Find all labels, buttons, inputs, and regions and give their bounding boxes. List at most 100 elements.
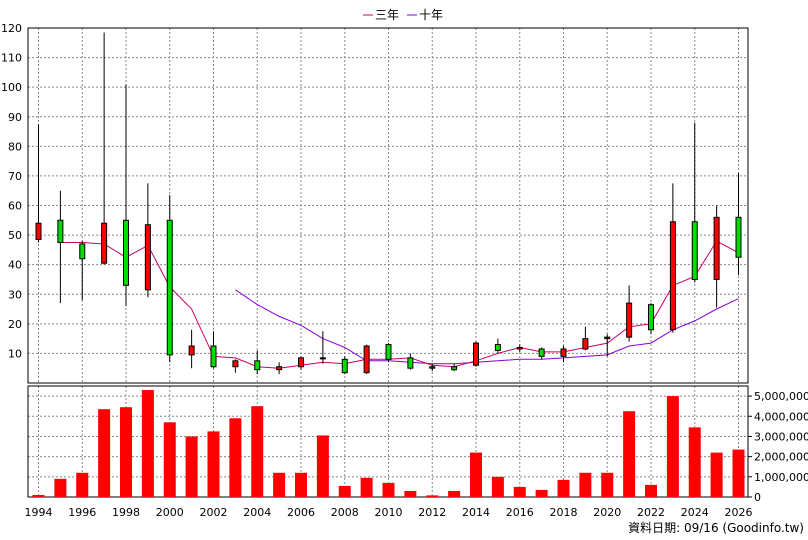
x-axis: 1994 1996 1998 2000 2002 2004 2006 2008 2010 2012… (25, 506, 753, 519)
x-tick-label: 2020 (593, 506, 621, 519)
three-year-ma-line (60, 240, 739, 369)
volume-bar (185, 436, 198, 497)
volume-bar (251, 406, 264, 497)
x-tick-label: 2016 (506, 506, 534, 519)
volume-bar (710, 452, 723, 497)
price-tick-label: 10 (8, 347, 22, 360)
x-tick-label: 2012 (418, 506, 446, 519)
price-frame (27, 27, 749, 384)
x-tick-label: 2022 (637, 506, 665, 519)
candle-body (341, 358, 348, 374)
candle-body (232, 360, 239, 368)
candle-body (210, 345, 217, 368)
source-note: 資料日期: 09/16 (Goodinfo.tw) (628, 521, 804, 535)
volume-bar (54, 478, 67, 497)
volume-tick-label: 4,000,000 (754, 410, 808, 423)
volume-bar (513, 486, 526, 497)
candle-body (538, 348, 545, 357)
candle-body (604, 336, 611, 340)
price-tick-label: 60 (8, 200, 22, 213)
volume-bar (601, 472, 614, 497)
legend-label-three-year: 三年 (375, 8, 399, 22)
volume-bar (535, 489, 548, 497)
x-tick-label: 2014 (462, 506, 490, 519)
volume-bar (98, 409, 111, 497)
volume-tick-label: 3,000,000 (754, 430, 808, 443)
volume-bar (623, 411, 636, 497)
volume-tick-label: 1,000,000 (754, 471, 808, 484)
candle-body (560, 348, 567, 357)
candle-body (79, 243, 86, 260)
volume-bar (163, 422, 176, 497)
candle-body (429, 366, 436, 369)
volume-bar (732, 449, 745, 497)
x-tick-label: 1996 (68, 506, 96, 519)
x-tick-label: 2010 (375, 506, 403, 519)
price-tick-label: 20 (8, 318, 22, 331)
price-panel: 10 20 30 40 50 60 70 80 90 100 110 120 (1, 22, 749, 384)
price-tick-label: 30 (8, 288, 22, 301)
candle-body (57, 219, 64, 243)
candle-body (669, 221, 676, 331)
volume-tick-label: 5,000,000 (754, 390, 808, 403)
candle-body (648, 304, 654, 331)
candle-body (144, 224, 151, 291)
candle-body (451, 366, 458, 371)
candle-body (516, 347, 523, 350)
volume-bar (141, 390, 154, 497)
volume-bar (229, 418, 242, 497)
volume-bar (338, 485, 351, 497)
candle-body (473, 342, 479, 366)
volume-bar (426, 495, 439, 497)
volume-bar (666, 396, 679, 497)
x-tick-label: 2004 (243, 506, 271, 519)
x-tick-label: 2018 (550, 506, 578, 519)
volume-bar (448, 490, 461, 497)
legend: 三年 十年 (363, 8, 443, 22)
price-tick-label: 80 (8, 140, 22, 153)
candle-body (494, 344, 501, 351)
candle-body (276, 366, 283, 371)
price-tick-label: 100 (1, 81, 22, 94)
volume-bar (404, 490, 417, 497)
price-tick-label: 120 (1, 22, 22, 35)
volume-bar (382, 482, 395, 497)
x-tick-label: 2024 (681, 506, 709, 519)
candle-body (385, 344, 392, 360)
x-tick-label: 2000 (156, 506, 184, 519)
candle-body (254, 360, 261, 371)
volume-tick-label: 0 (754, 491, 761, 504)
volume-bar (470, 452, 482, 497)
volume-bar (273, 472, 286, 497)
x-tick-label: 1994 (25, 506, 53, 519)
candle-body (123, 219, 129, 286)
candle-body (166, 219, 173, 356)
volume-bar (688, 427, 701, 497)
volume-bar (295, 472, 307, 497)
volume-bar (579, 472, 592, 497)
candle-body (298, 357, 304, 368)
candle-body (188, 345, 195, 356)
volume-bar (360, 477, 373, 497)
candle-body (713, 216, 720, 280)
volume-bar (32, 494, 45, 497)
volume-bar (316, 435, 329, 497)
price-tick-label: 70 (8, 170, 22, 183)
volume-bar (491, 476, 504, 497)
candle-body (691, 221, 698, 280)
volume-tick-label: 2,000,000 (754, 451, 808, 464)
legend-label-ten-year: 十年 (419, 8, 443, 22)
volume-bar (207, 431, 220, 497)
volume-bar (557, 479, 570, 497)
x-tick-label: 2006 (287, 506, 315, 519)
volume-bar (645, 484, 657, 497)
price-tick-label: 110 (1, 52, 22, 65)
price-tick-label: 40 (8, 259, 22, 272)
candle-body (35, 222, 42, 241)
volume-panel: 0 1,000,000 2,000,000 3,000,000 4,000,000 5,0… (27, 385, 808, 504)
candle-body (735, 216, 742, 258)
candle-body (582, 338, 589, 350)
ten-year-ma-line (235, 289, 739, 365)
x-tick-label: 1998 (112, 506, 140, 519)
